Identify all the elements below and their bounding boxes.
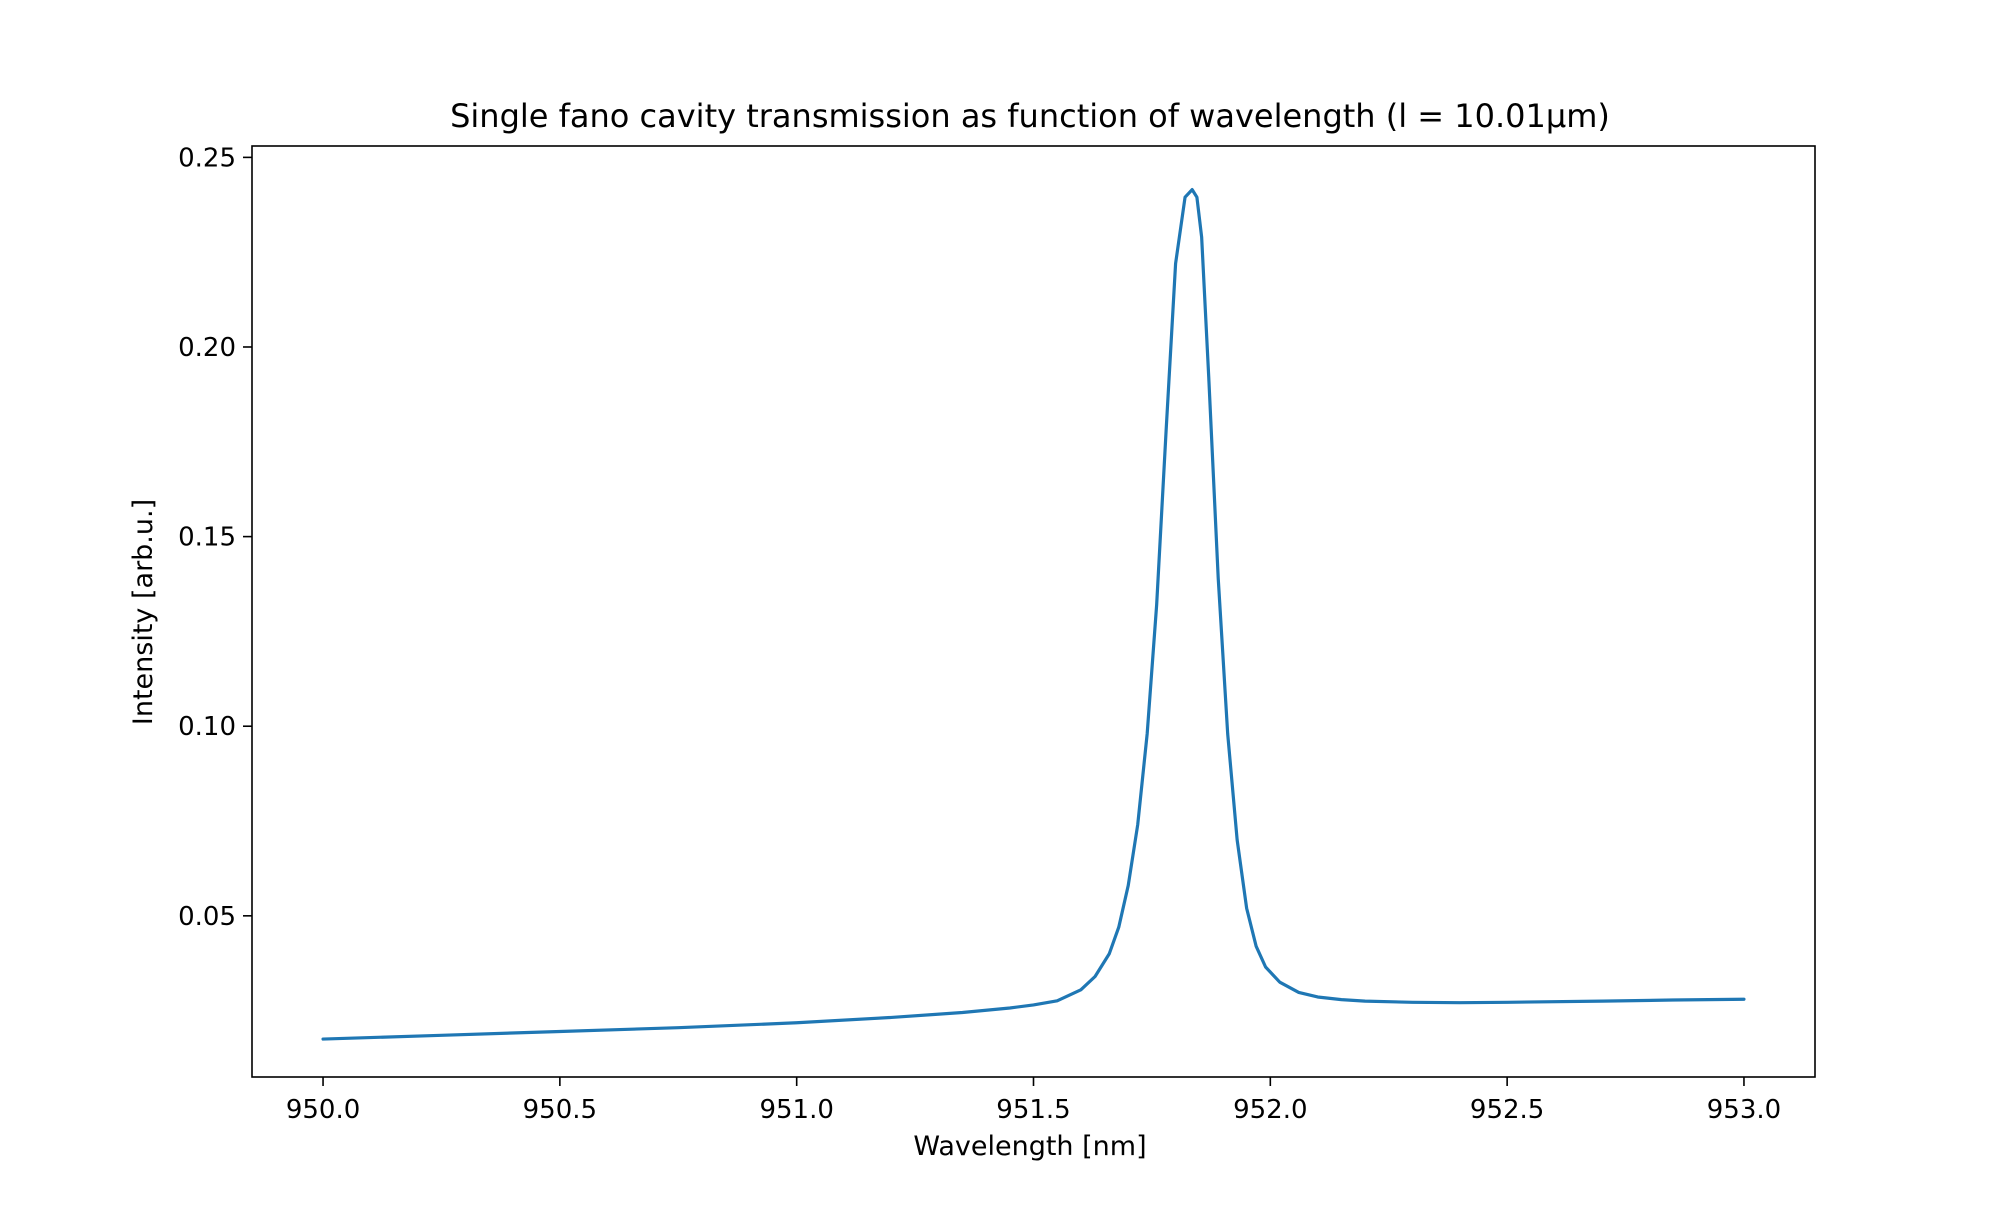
x-tick-label: 952.0 [1233, 1095, 1307, 1125]
y-tick-label: 0.25 [178, 143, 236, 173]
x-tick-label: 951.0 [759, 1095, 833, 1125]
series-line-0 [321, 188, 1746, 1041]
x-tick-label: 951.5 [996, 1095, 1070, 1125]
y-tick-label: 0.20 [178, 333, 236, 363]
plot-frame [251, 145, 1816, 1078]
y-tick-label: 0.10 [178, 712, 236, 742]
y-axis-label: Intensity [arb.u.] [128, 499, 159, 725]
x-tick-label: 950.5 [523, 1095, 597, 1125]
x-axis-label: Wavelength [nm] [913, 1131, 1146, 1162]
plot-area: 950.0 950.5 951.0 951.5 952.0 952.5 953.0 0.05 0… [178, 143, 1816, 1125]
x-tick-label: 950.0 [286, 1095, 360, 1125]
y-tick-label: 0.05 [178, 902, 236, 932]
x-tick-label: 952.5 [1470, 1095, 1544, 1125]
chart-title: Single fano cavity transmission as funct… [450, 97, 1610, 135]
x-tick-label: 953.0 [1707, 1095, 1781, 1125]
y-tick-label: 0.15 [178, 523, 236, 553]
